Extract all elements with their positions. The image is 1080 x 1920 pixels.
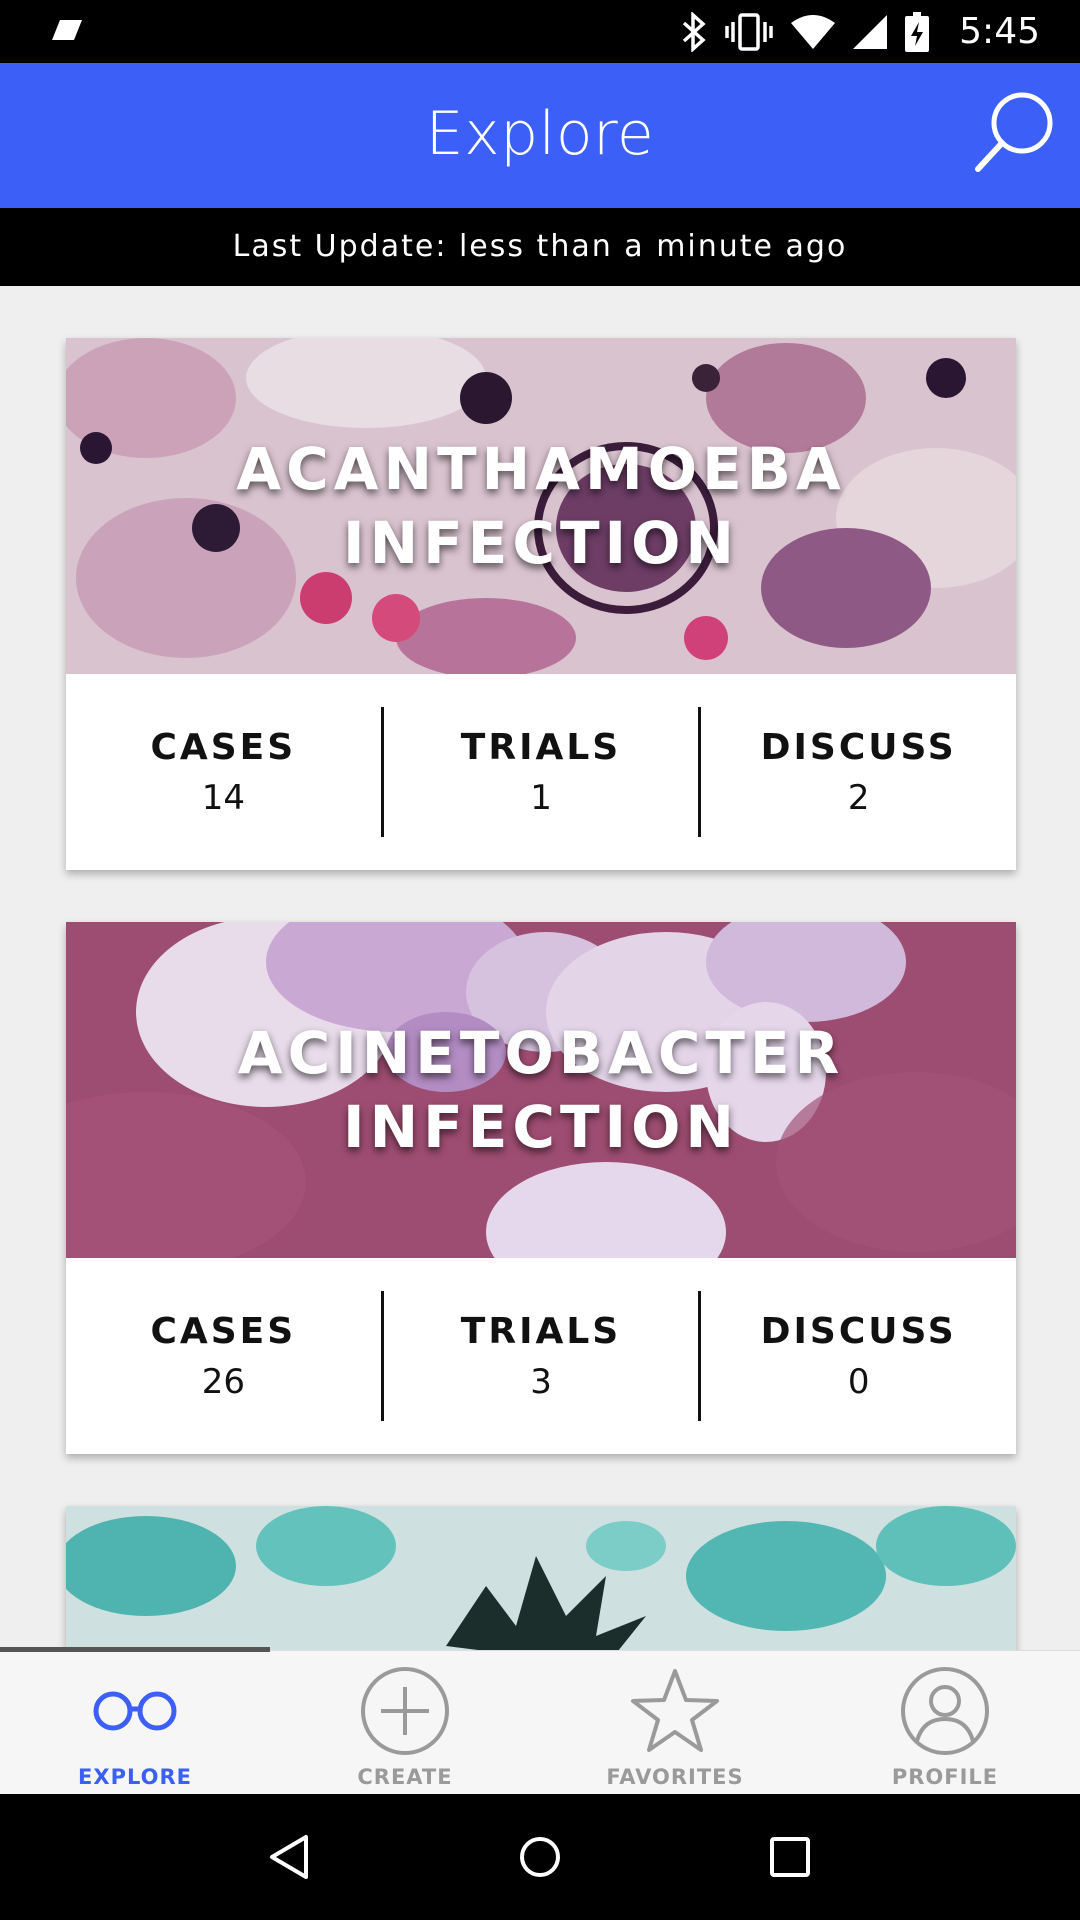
card-stats: CASES 26 TRIALS 3 DISCUSS 0	[66, 1258, 1016, 1454]
clock: 5:45	[959, 11, 1040, 52]
page-title: Explore	[425, 99, 655, 169]
status-bar: 5:45	[0, 0, 1080, 63]
tab-label: FAVORITES	[606, 1765, 744, 1789]
battery-charging-icon	[905, 11, 930, 52]
star-icon	[631, 1669, 719, 1752]
micrograph-image	[66, 1506, 1016, 1650]
card-title: ACINETOBACTER INFECTION	[237, 1019, 845, 1161]
wifi-icon	[791, 14, 836, 49]
glasses-icon	[93, 1691, 177, 1731]
signal-icon	[853, 14, 888, 49]
stat-value: 0	[847, 1361, 870, 1402]
card-stats: CASES 14 TRIALS 1 DISCUSS 2	[66, 674, 1016, 870]
disease-card[interactable]: ACINETOBACTER INFECTION CASES 26 TRIALS …	[66, 922, 1016, 1454]
stat-label: DISCUSS	[760, 726, 957, 768]
card-image: ACINETOBACTER INFECTION	[66, 922, 1016, 1258]
back-icon[interactable]	[260, 1827, 320, 1887]
divider	[380, 707, 384, 837]
discuss-stat[interactable]: DISCUSS 0	[701, 1311, 1016, 1402]
stat-label: CASES	[150, 726, 297, 768]
notification-icon	[52, 20, 82, 40]
stat-value: 1	[530, 777, 552, 818]
tab-label: CREATE	[357, 1765, 453, 1789]
trials-stat[interactable]: TRIALS 3	[384, 1311, 699, 1402]
bottom-nav: EXPLORE CREATE FAVORITES PROFILE	[0, 1647, 1080, 1794]
trials-stat[interactable]: TRIALS 1	[384, 727, 699, 818]
stat-value: 2	[847, 777, 870, 818]
stat-value: 3	[530, 1361, 552, 1402]
stat-value: 26	[201, 1361, 245, 1402]
tab-create[interactable]: CREATE	[270, 1651, 540, 1794]
cases-stat[interactable]: CASES 14	[66, 727, 381, 818]
tab-label: PROFILE	[891, 1765, 999, 1789]
divider	[698, 707, 702, 837]
plus-circle-icon	[361, 1667, 449, 1755]
tab-label: EXPLORE	[78, 1765, 192, 1789]
discuss-stat[interactable]: DISCUSS 2	[701, 727, 1016, 818]
tab-profile[interactable]: PROFILE	[810, 1651, 1080, 1794]
card-image	[66, 1506, 1016, 1650]
active-tab-indicator	[0, 1647, 270, 1652]
stat-label: TRIALS	[460, 1310, 622, 1352]
cases-stat[interactable]: CASES 26	[66, 1311, 381, 1402]
stat-label: TRIALS	[460, 726, 622, 768]
vibrate-icon	[725, 12, 773, 51]
stat-label: CASES	[150, 1310, 297, 1352]
tab-favorites[interactable]: FAVORITES	[540, 1651, 810, 1794]
stat-label: DISCUSS	[760, 1310, 957, 1352]
home-icon[interactable]	[510, 1827, 570, 1887]
bluetooth-icon	[682, 11, 706, 52]
tab-explore[interactable]: EXPLORE	[0, 1651, 270, 1794]
search-button[interactable]	[970, 87, 1060, 177]
disease-card[interactable]: ACANTHAMOEBA INFECTION CASES 14 TRIALS 1…	[66, 338, 1016, 870]
system-nav-bar	[0, 1794, 1080, 1920]
disease-card[interactable]	[66, 1506, 1016, 1650]
divider	[380, 1291, 384, 1421]
disease-list[interactable]: ACANTHAMOEBA INFECTION CASES 14 TRIALS 1…	[0, 286, 1080, 1650]
stat-value: 14	[201, 777, 245, 818]
micrograph-image	[66, 922, 1016, 1258]
card-title: ACANTHAMOEBA INFECTION	[236, 435, 846, 577]
micrograph-image	[66, 338, 1016, 674]
user-circle-icon	[901, 1667, 989, 1755]
search-icon	[975, 92, 1053, 172]
divider	[698, 1291, 702, 1421]
last-update-banner: Last Update: less than a minute ago	[0, 208, 1080, 286]
app-bar: Explore	[0, 63, 1080, 208]
recents-icon[interactable]	[760, 1827, 820, 1887]
card-image: ACANTHAMOEBA INFECTION	[66, 338, 1016, 674]
